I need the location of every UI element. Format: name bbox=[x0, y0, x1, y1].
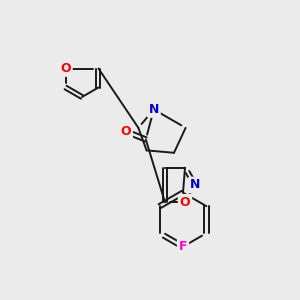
Text: O: O bbox=[60, 62, 71, 75]
Text: F: F bbox=[179, 240, 187, 253]
Text: N: N bbox=[190, 178, 200, 191]
Text: O: O bbox=[121, 125, 131, 138]
Text: N: N bbox=[148, 103, 159, 116]
Text: O: O bbox=[180, 196, 190, 209]
